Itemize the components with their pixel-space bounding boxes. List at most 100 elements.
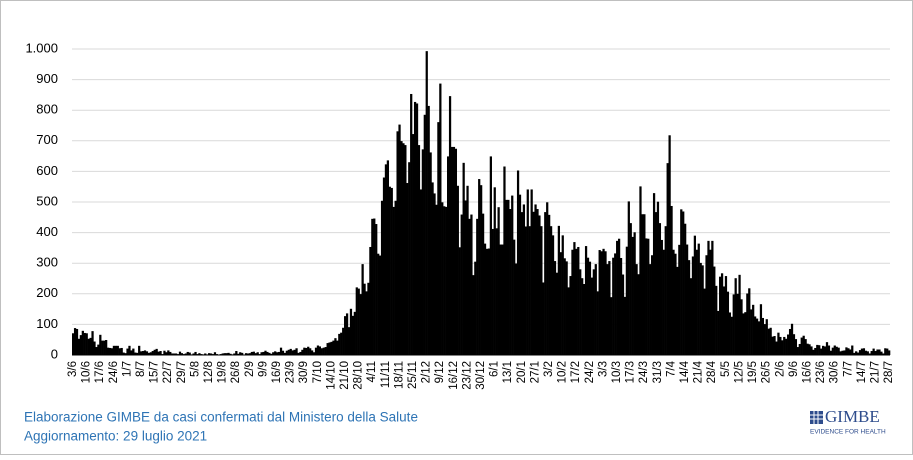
bar [651, 255, 653, 355]
bar [393, 207, 395, 355]
bar [838, 348, 840, 355]
x-tick-label: 25/11 [407, 361, 419, 389]
y-tick-label: 100 [36, 316, 58, 331]
bar [735, 278, 737, 355]
x-tick-label: 21/4 [693, 360, 705, 383]
bar [647, 239, 649, 355]
bar [799, 344, 801, 355]
bar [711, 241, 713, 355]
footer-updated: Aggiornamento: 29 luglio 2021 [24, 429, 207, 444]
y-tick-label: 400 [36, 224, 58, 239]
bar [350, 309, 352, 355]
bar [797, 347, 799, 355]
x-tick-label: 13/1 [502, 361, 514, 383]
x-tick-label: 17/2 [570, 361, 582, 383]
bar [138, 346, 140, 355]
bar [719, 277, 721, 355]
x-tick-label: 23/12 [461, 361, 473, 390]
bar [672, 250, 674, 355]
bar [692, 256, 694, 355]
x-tick-label: 14/10 [325, 361, 337, 390]
bar [367, 283, 369, 355]
logo-name: GIMBE [825, 407, 880, 426]
bar [470, 215, 472, 355]
x-tick-label: 10/2 [557, 361, 569, 383]
bar [737, 294, 739, 355]
bar [107, 348, 109, 355]
bar [538, 215, 540, 355]
bar [713, 267, 715, 355]
x-tick-label: 3/2 [543, 361, 555, 377]
bar [494, 187, 496, 355]
bar [373, 219, 375, 355]
bar [558, 226, 560, 355]
bar [428, 106, 430, 355]
bar [74, 328, 76, 355]
bar [694, 236, 696, 355]
bar [461, 215, 463, 355]
bar [659, 223, 661, 355]
x-tick-label: 29/7 [176, 361, 188, 383]
bar [639, 186, 641, 355]
bar [614, 253, 616, 355]
bar [404, 145, 406, 355]
bar [645, 238, 647, 355]
bar [876, 349, 878, 355]
bar [371, 219, 373, 355]
bar [167, 350, 169, 355]
bar [499, 245, 501, 355]
bar [579, 269, 581, 355]
bar [292, 350, 294, 355]
bar [395, 201, 397, 355]
bar [830, 351, 832, 355]
bar [307, 347, 309, 355]
bar [803, 336, 805, 355]
bar [738, 275, 740, 355]
bar [99, 335, 101, 355]
x-tick-label: 17/3 [625, 361, 637, 383]
bar [358, 289, 360, 355]
bar [600, 251, 602, 355]
bar [274, 351, 276, 355]
bar [303, 348, 305, 355]
bar [488, 249, 490, 355]
x-tick-label: 18/11 [393, 361, 405, 389]
bar [750, 309, 752, 355]
bar [867, 351, 869, 355]
bar [286, 351, 288, 355]
bar [457, 186, 459, 355]
bar [762, 318, 764, 355]
x-tick-label: 22/7 [162, 361, 174, 383]
bar [839, 351, 841, 355]
bar [146, 351, 148, 355]
bar [509, 209, 511, 355]
bar [113, 346, 115, 355]
bar [441, 202, 443, 355]
bar [478, 179, 480, 355]
x-tick-label: 5/5 [720, 361, 732, 377]
bar [420, 189, 422, 355]
x-tick-label: 7/4 [665, 360, 677, 377]
x-tick-label: 19/8 [217, 361, 229, 383]
bar [888, 350, 890, 355]
bar [439, 84, 441, 355]
bar [342, 328, 344, 355]
bar [715, 286, 717, 355]
bar [76, 329, 78, 355]
bar [841, 351, 843, 355]
bar [608, 261, 610, 355]
bar [886, 349, 888, 355]
bar [740, 299, 742, 355]
bar [546, 202, 548, 355]
bar [424, 115, 426, 355]
bar [416, 103, 418, 355]
bar [873, 349, 875, 355]
bar [733, 294, 735, 355]
bar [818, 345, 820, 355]
bar [595, 264, 597, 355]
bar [455, 149, 457, 355]
bar [744, 312, 746, 355]
bar [109, 348, 111, 355]
bar [604, 251, 606, 355]
bar [727, 292, 729, 355]
